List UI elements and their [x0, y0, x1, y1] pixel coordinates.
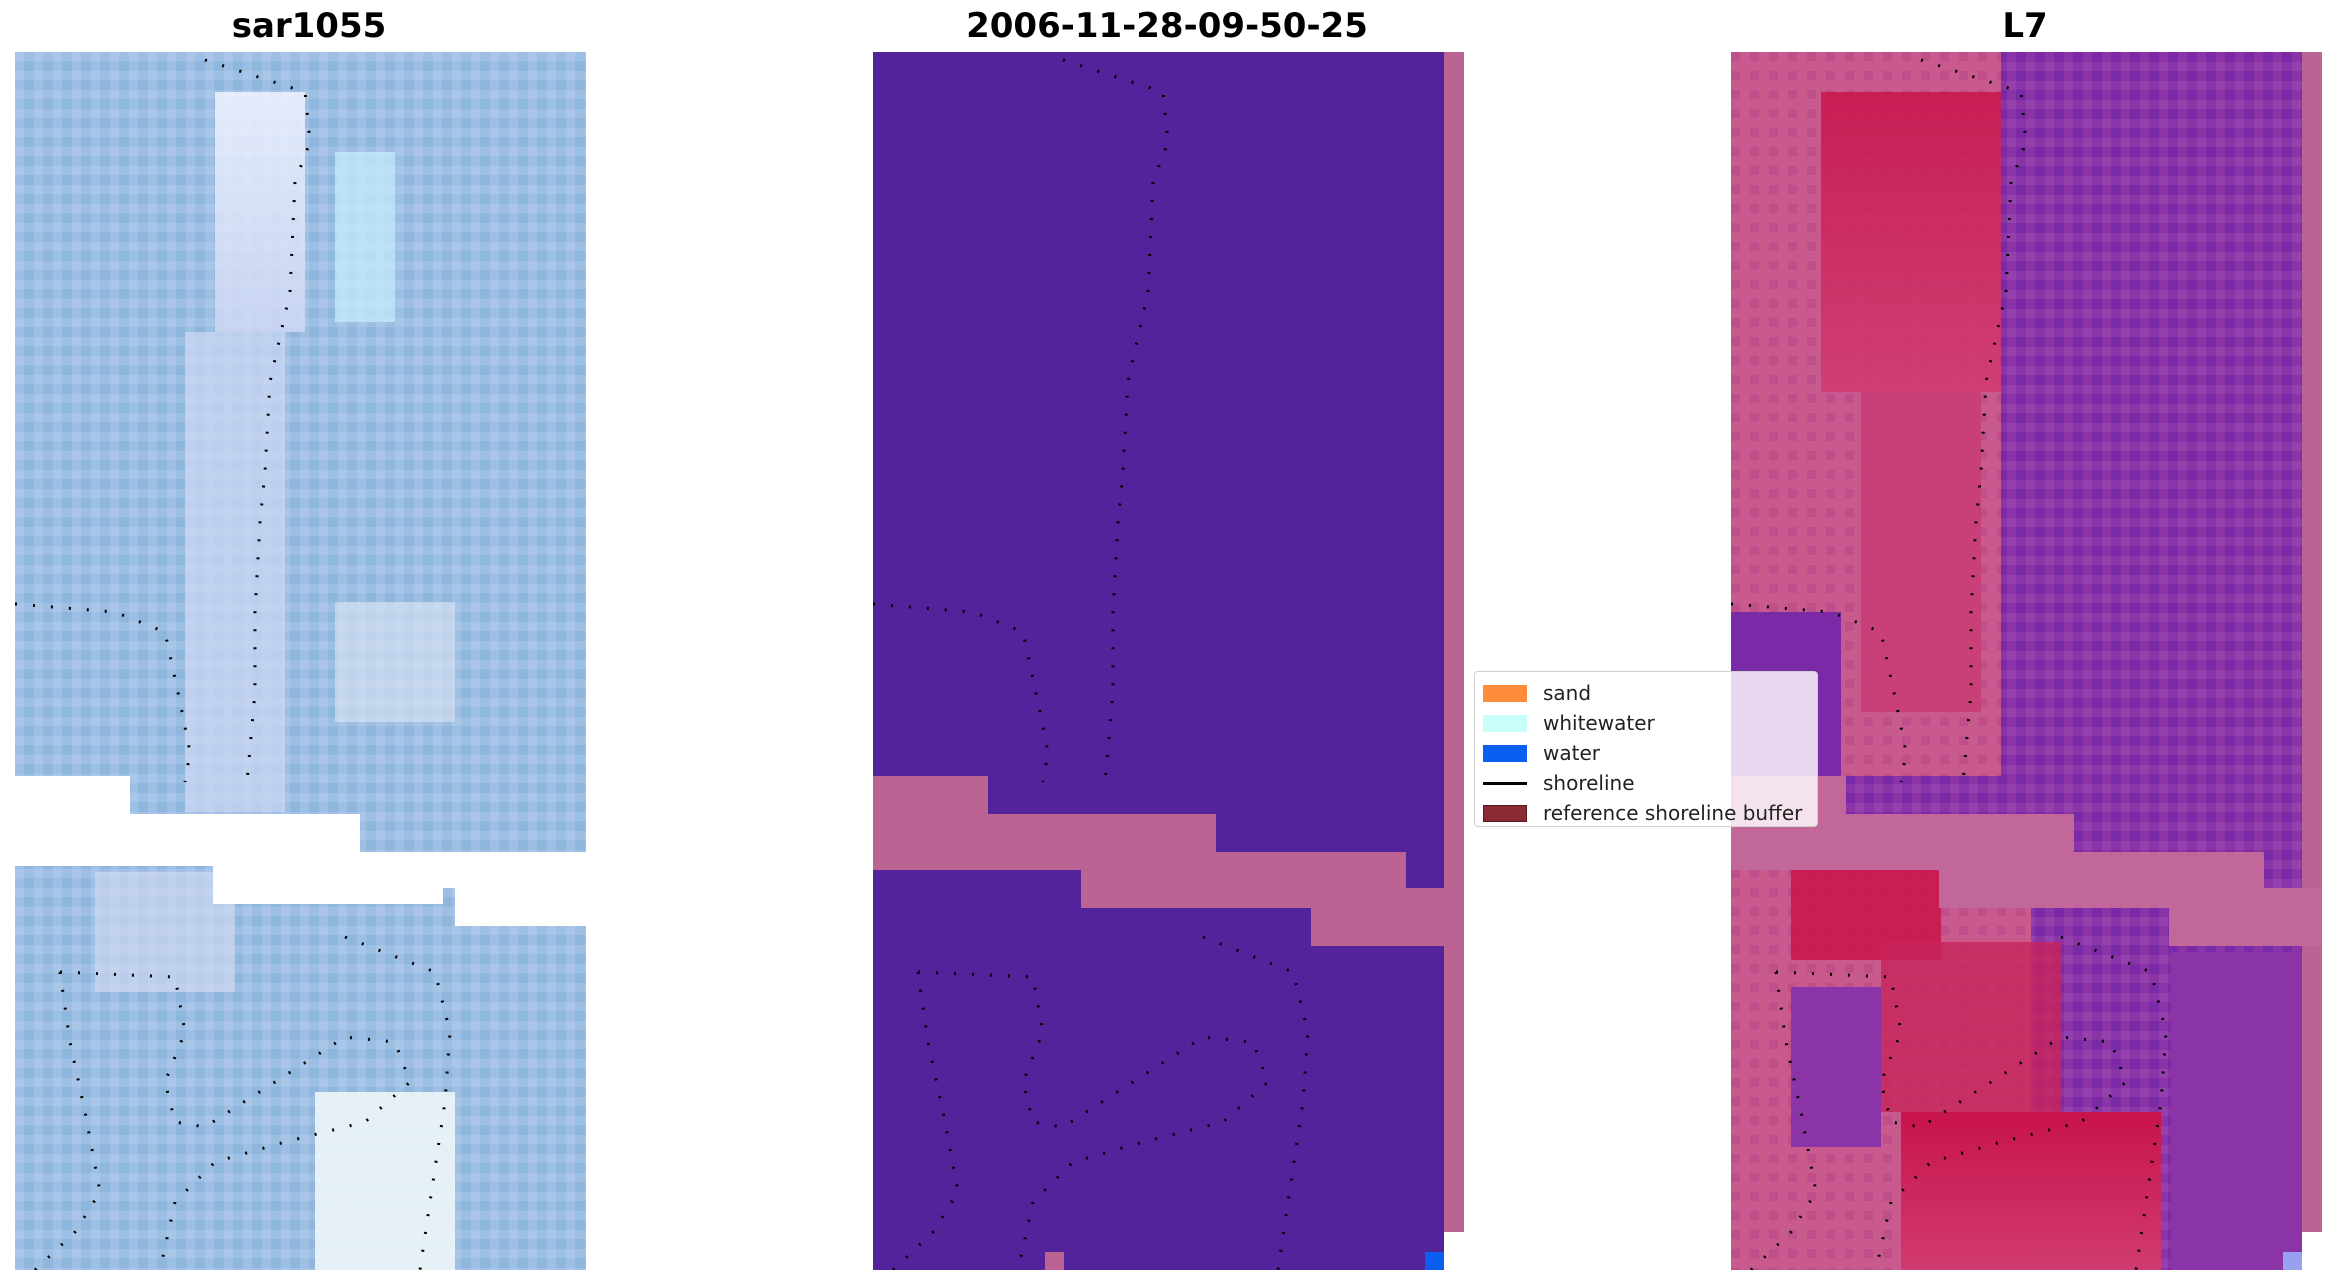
- panel-title-index: L7: [2002, 6, 2048, 46]
- legend: sand whitewater water shoreline referenc…: [1474, 671, 1818, 827]
- legend-item-whitewater: whitewater: [1483, 708, 1809, 738]
- rgb-image-panel: [15, 52, 586, 1270]
- legend-swatch-reference-buffer: [1483, 804, 1527, 822]
- panel-title-rgb: sar1055: [231, 6, 387, 46]
- legend-label-shoreline: shoreline: [1543, 771, 1635, 795]
- index-image-panel: [1731, 52, 2322, 1270]
- panel-title-classified: 2006-11-28-09-50-25: [966, 6, 1368, 46]
- legend-line-shoreline: [1483, 781, 1527, 785]
- index-image: [1731, 52, 2322, 1270]
- rgb-image: [15, 52, 586, 1270]
- legend-item-shoreline: shoreline: [1483, 768, 1809, 798]
- classified-image-panel: [873, 52, 1464, 1270]
- legend-item-water: water: [1483, 738, 1809, 768]
- legend-label-sand: sand: [1543, 681, 1592, 705]
- legend-swatch-whitewater: [1483, 714, 1527, 732]
- legend-label-water: water: [1543, 741, 1600, 765]
- legend-item-reference-buffer: reference shoreline buffer: [1483, 798, 1809, 828]
- legend-label-reference-buffer: reference shoreline buffer: [1543, 801, 1803, 825]
- legend-swatch-water: [1483, 744, 1527, 762]
- classified-image: [873, 52, 1464, 1270]
- legend-label-whitewater: whitewater: [1543, 711, 1655, 735]
- legend-swatch-sand: [1483, 684, 1527, 702]
- legend-item-sand: sand: [1483, 678, 1809, 708]
